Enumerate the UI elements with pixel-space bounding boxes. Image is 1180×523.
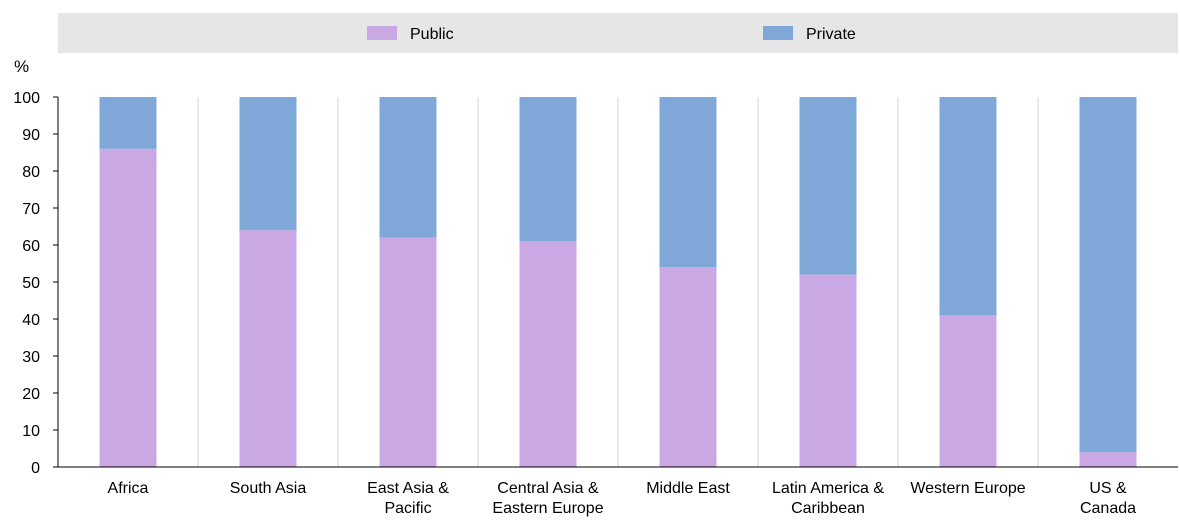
x-tick-label: Latin America & Caribbean	[772, 480, 884, 517]
legend-label-public: Public	[410, 26, 454, 43]
x-tick-label: US & Canada	[1080, 480, 1136, 517]
y-tick-label: 20	[22, 386, 40, 403]
bar-public-6	[799, 274, 857, 467]
y-tick-label: 30	[22, 349, 40, 366]
bar-public-2	[239, 230, 297, 467]
bar-public-4	[519, 241, 577, 467]
legend-band	[58, 13, 1178, 53]
y-tick-label: 40	[22, 312, 40, 329]
bar-public-3	[379, 237, 437, 467]
y-tick-labels: 0 10 20 30 40 50 60 70 80 90 100	[13, 90, 40, 477]
bar-public-7	[939, 315, 997, 467]
axes	[53, 96, 1178, 468]
bar-public-1	[99, 148, 157, 468]
bar-private-8	[1079, 97, 1137, 453]
bars	[99, 97, 1137, 468]
legend-label-private: Private	[806, 26, 856, 43]
x-tick-label: East Asia & Pacific	[367, 480, 449, 517]
y-tick-label: 100	[13, 90, 40, 107]
x-tick-label: Central Asia & Eastern Europe	[492, 480, 603, 517]
y-tick-label: 90	[22, 127, 40, 144]
y-tick-label: 60	[22, 238, 40, 255]
bar-private-4	[519, 97, 577, 242]
x-tick-label: South Asia	[230, 480, 307, 497]
legend-swatch-public	[367, 26, 397, 40]
y-tick-label: 10	[22, 423, 40, 440]
gridlines	[197, 97, 1039, 467]
bar-public-5	[659, 267, 717, 467]
x-tick-label: Africa	[108, 480, 149, 497]
bar-private-3	[379, 97, 437, 238]
y-tick-label: 80	[22, 164, 40, 181]
y-tick-label: 70	[22, 201, 40, 218]
x-tick-label: Middle East	[646, 480, 730, 497]
bar-private-6	[799, 97, 857, 275]
x-tick-label: Western Europe	[910, 480, 1025, 497]
bar-private-7	[939, 97, 997, 316]
legend: Public Private	[367, 26, 856, 43]
y-tick-label: 50	[22, 275, 40, 292]
bar-private-5	[659, 97, 717, 268]
bar-private-2	[239, 97, 297, 231]
x-tick-labels: Africa South Asia East Asia & Pacific Centra…	[108, 480, 1137, 517]
legend-swatch-private	[763, 26, 793, 40]
bar-public-8	[1079, 452, 1137, 467]
y-axis-unit: %	[14, 57, 29, 76]
bar-private-1	[99, 97, 157, 149]
y-tick-label: 0	[31, 460, 40, 477]
